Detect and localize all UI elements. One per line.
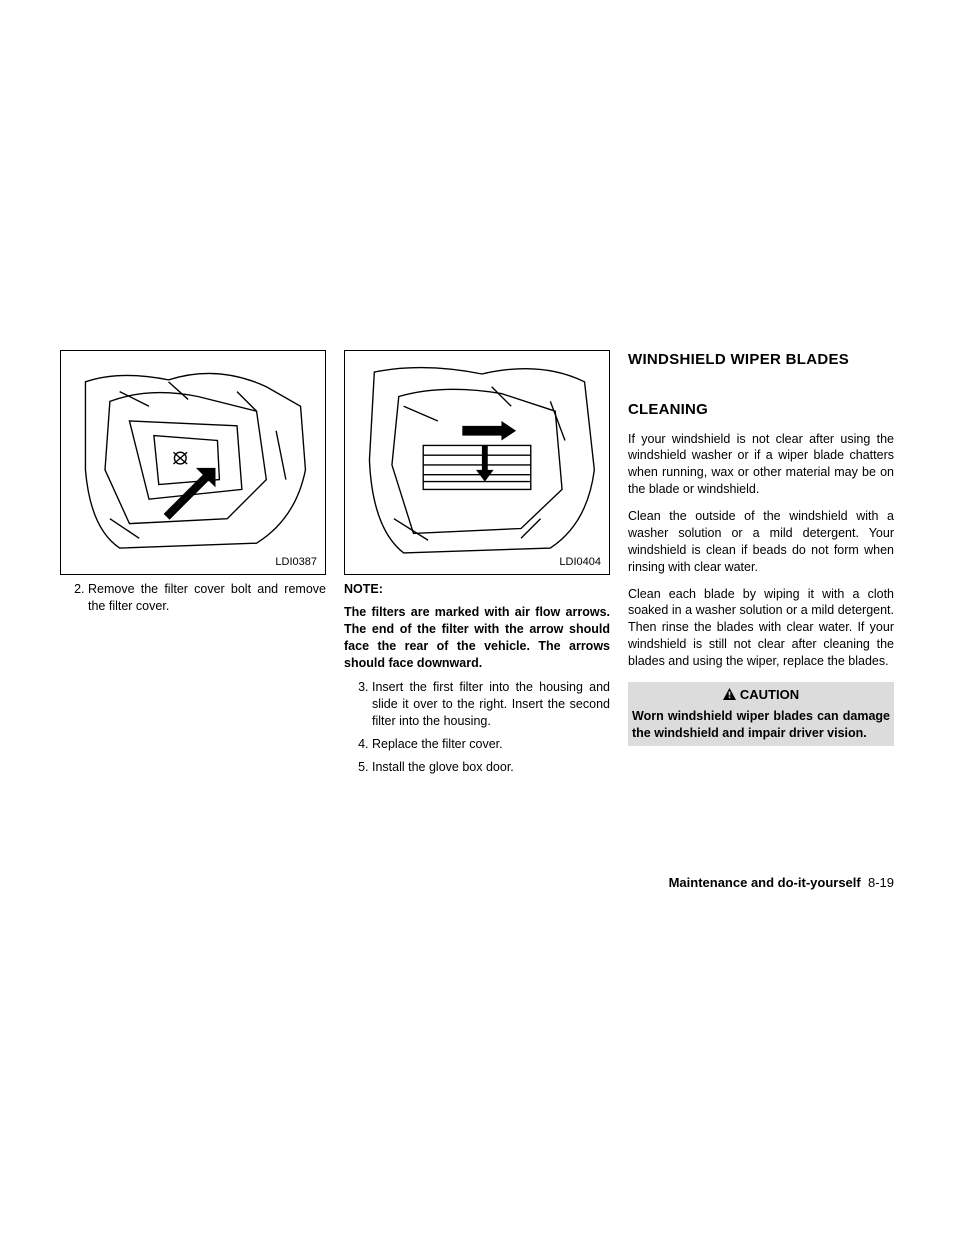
steps-list-col2: Insert the first filter into the housing…: [344, 679, 610, 775]
footer-section: Maintenance and do-it-yourself: [669, 875, 861, 890]
caution-heading: CAUTION: [632, 684, 890, 709]
steps-list-col1: Remove the filter cover bolt and remove …: [60, 581, 326, 615]
note-body: The filters are marked with air flow arr…: [344, 604, 610, 672]
column-1: LDI0387 Remove the filter cover bolt and…: [60, 350, 326, 782]
page: LDI0387 Remove the filter cover bolt and…: [0, 0, 954, 1235]
page-footer: Maintenance and do-it-yourself 8-19: [669, 875, 894, 890]
step-3: Insert the first filter into the housing…: [372, 679, 610, 730]
note-label: NOTE:: [344, 581, 610, 598]
paragraph-1: If your windshield is not clear after us…: [628, 431, 894, 499]
columns-container: LDI0387 Remove the filter cover bolt and…: [60, 350, 894, 782]
step-5: Install the glove box door.: [372, 759, 610, 776]
paragraph-2: Clean the outside of the windshield with…: [628, 508, 894, 576]
caution-box: CAUTION Worn windshield wiper blades can…: [628, 682, 894, 746]
figure-label-2: LDI0404: [557, 555, 603, 570]
warning-icon: [723, 687, 736, 705]
step-4: Replace the filter cover.: [372, 736, 610, 753]
paragraph-3: Clean each blade by wiping it with a clo…: [628, 586, 894, 670]
section-heading: WINDSHIELD WIPER BLADES: [628, 350, 894, 370]
column-3: WINDSHIELD WIPER BLADES CLEANING If your…: [628, 350, 894, 782]
step-2: Remove the filter cover bolt and remove …: [88, 581, 326, 615]
figure-ldi0387: LDI0387: [60, 350, 326, 575]
caution-head-text: CAUTION: [740, 687, 799, 702]
diagram-filter-housing: [345, 351, 609, 574]
footer-page: 8-19: [868, 875, 894, 890]
caution-body: Worn windshield wiper blades can damage …: [632, 708, 890, 742]
figure-label-1: LDI0387: [273, 555, 319, 570]
diagram-filter-cover: [61, 351, 325, 574]
column-2: LDI0404 NOTE: The filters are marked wit…: [344, 350, 610, 782]
sub-heading-cleaning: CLEANING: [628, 400, 894, 420]
figure-ldi0404: LDI0404: [344, 350, 610, 575]
